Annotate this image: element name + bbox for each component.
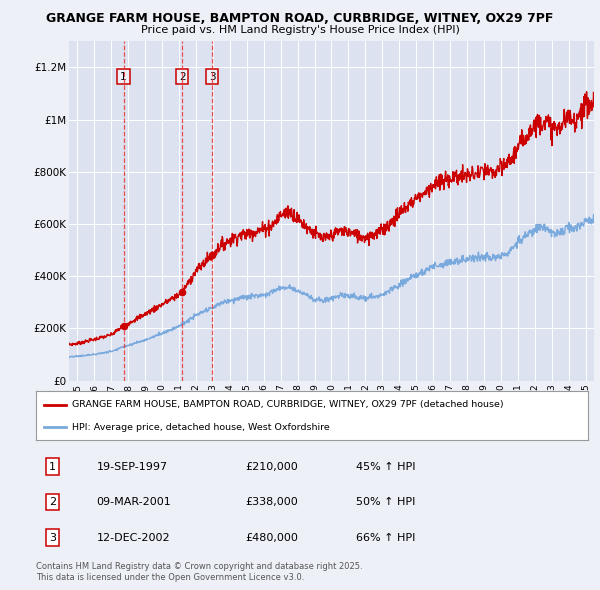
Text: 2: 2 [49,497,56,507]
Text: GRANGE FARM HOUSE, BAMPTON ROAD, CURBRIDGE, WITNEY, OX29 7PF: GRANGE FARM HOUSE, BAMPTON ROAD, CURBRID… [46,12,554,25]
Text: 50% ↑ HPI: 50% ↑ HPI [356,497,416,507]
Text: Contains HM Land Registry data © Crown copyright and database right 2025.
This d: Contains HM Land Registry data © Crown c… [36,562,362,582]
Text: 09-MAR-2001: 09-MAR-2001 [97,497,172,507]
Text: £338,000: £338,000 [246,497,299,507]
Text: HPI: Average price, detached house, West Oxfordshire: HPI: Average price, detached house, West… [72,423,329,432]
Text: 45% ↑ HPI: 45% ↑ HPI [356,461,416,471]
Text: 1: 1 [120,71,127,81]
Text: 1: 1 [49,461,56,471]
Text: GRANGE FARM HOUSE, BAMPTON ROAD, CURBRIDGE, WITNEY, OX29 7PF (detached house): GRANGE FARM HOUSE, BAMPTON ROAD, CURBRID… [72,400,503,409]
Text: £210,000: £210,000 [246,461,299,471]
Text: 66% ↑ HPI: 66% ↑ HPI [356,533,416,543]
Text: Price paid vs. HM Land Registry's House Price Index (HPI): Price paid vs. HM Land Registry's House … [140,25,460,35]
Text: 12-DEC-2002: 12-DEC-2002 [97,533,170,543]
Text: 19-SEP-1997: 19-SEP-1997 [97,461,168,471]
Text: 3: 3 [209,71,215,81]
Text: 3: 3 [49,533,56,543]
Text: 2: 2 [179,71,185,81]
Text: £480,000: £480,000 [246,533,299,543]
